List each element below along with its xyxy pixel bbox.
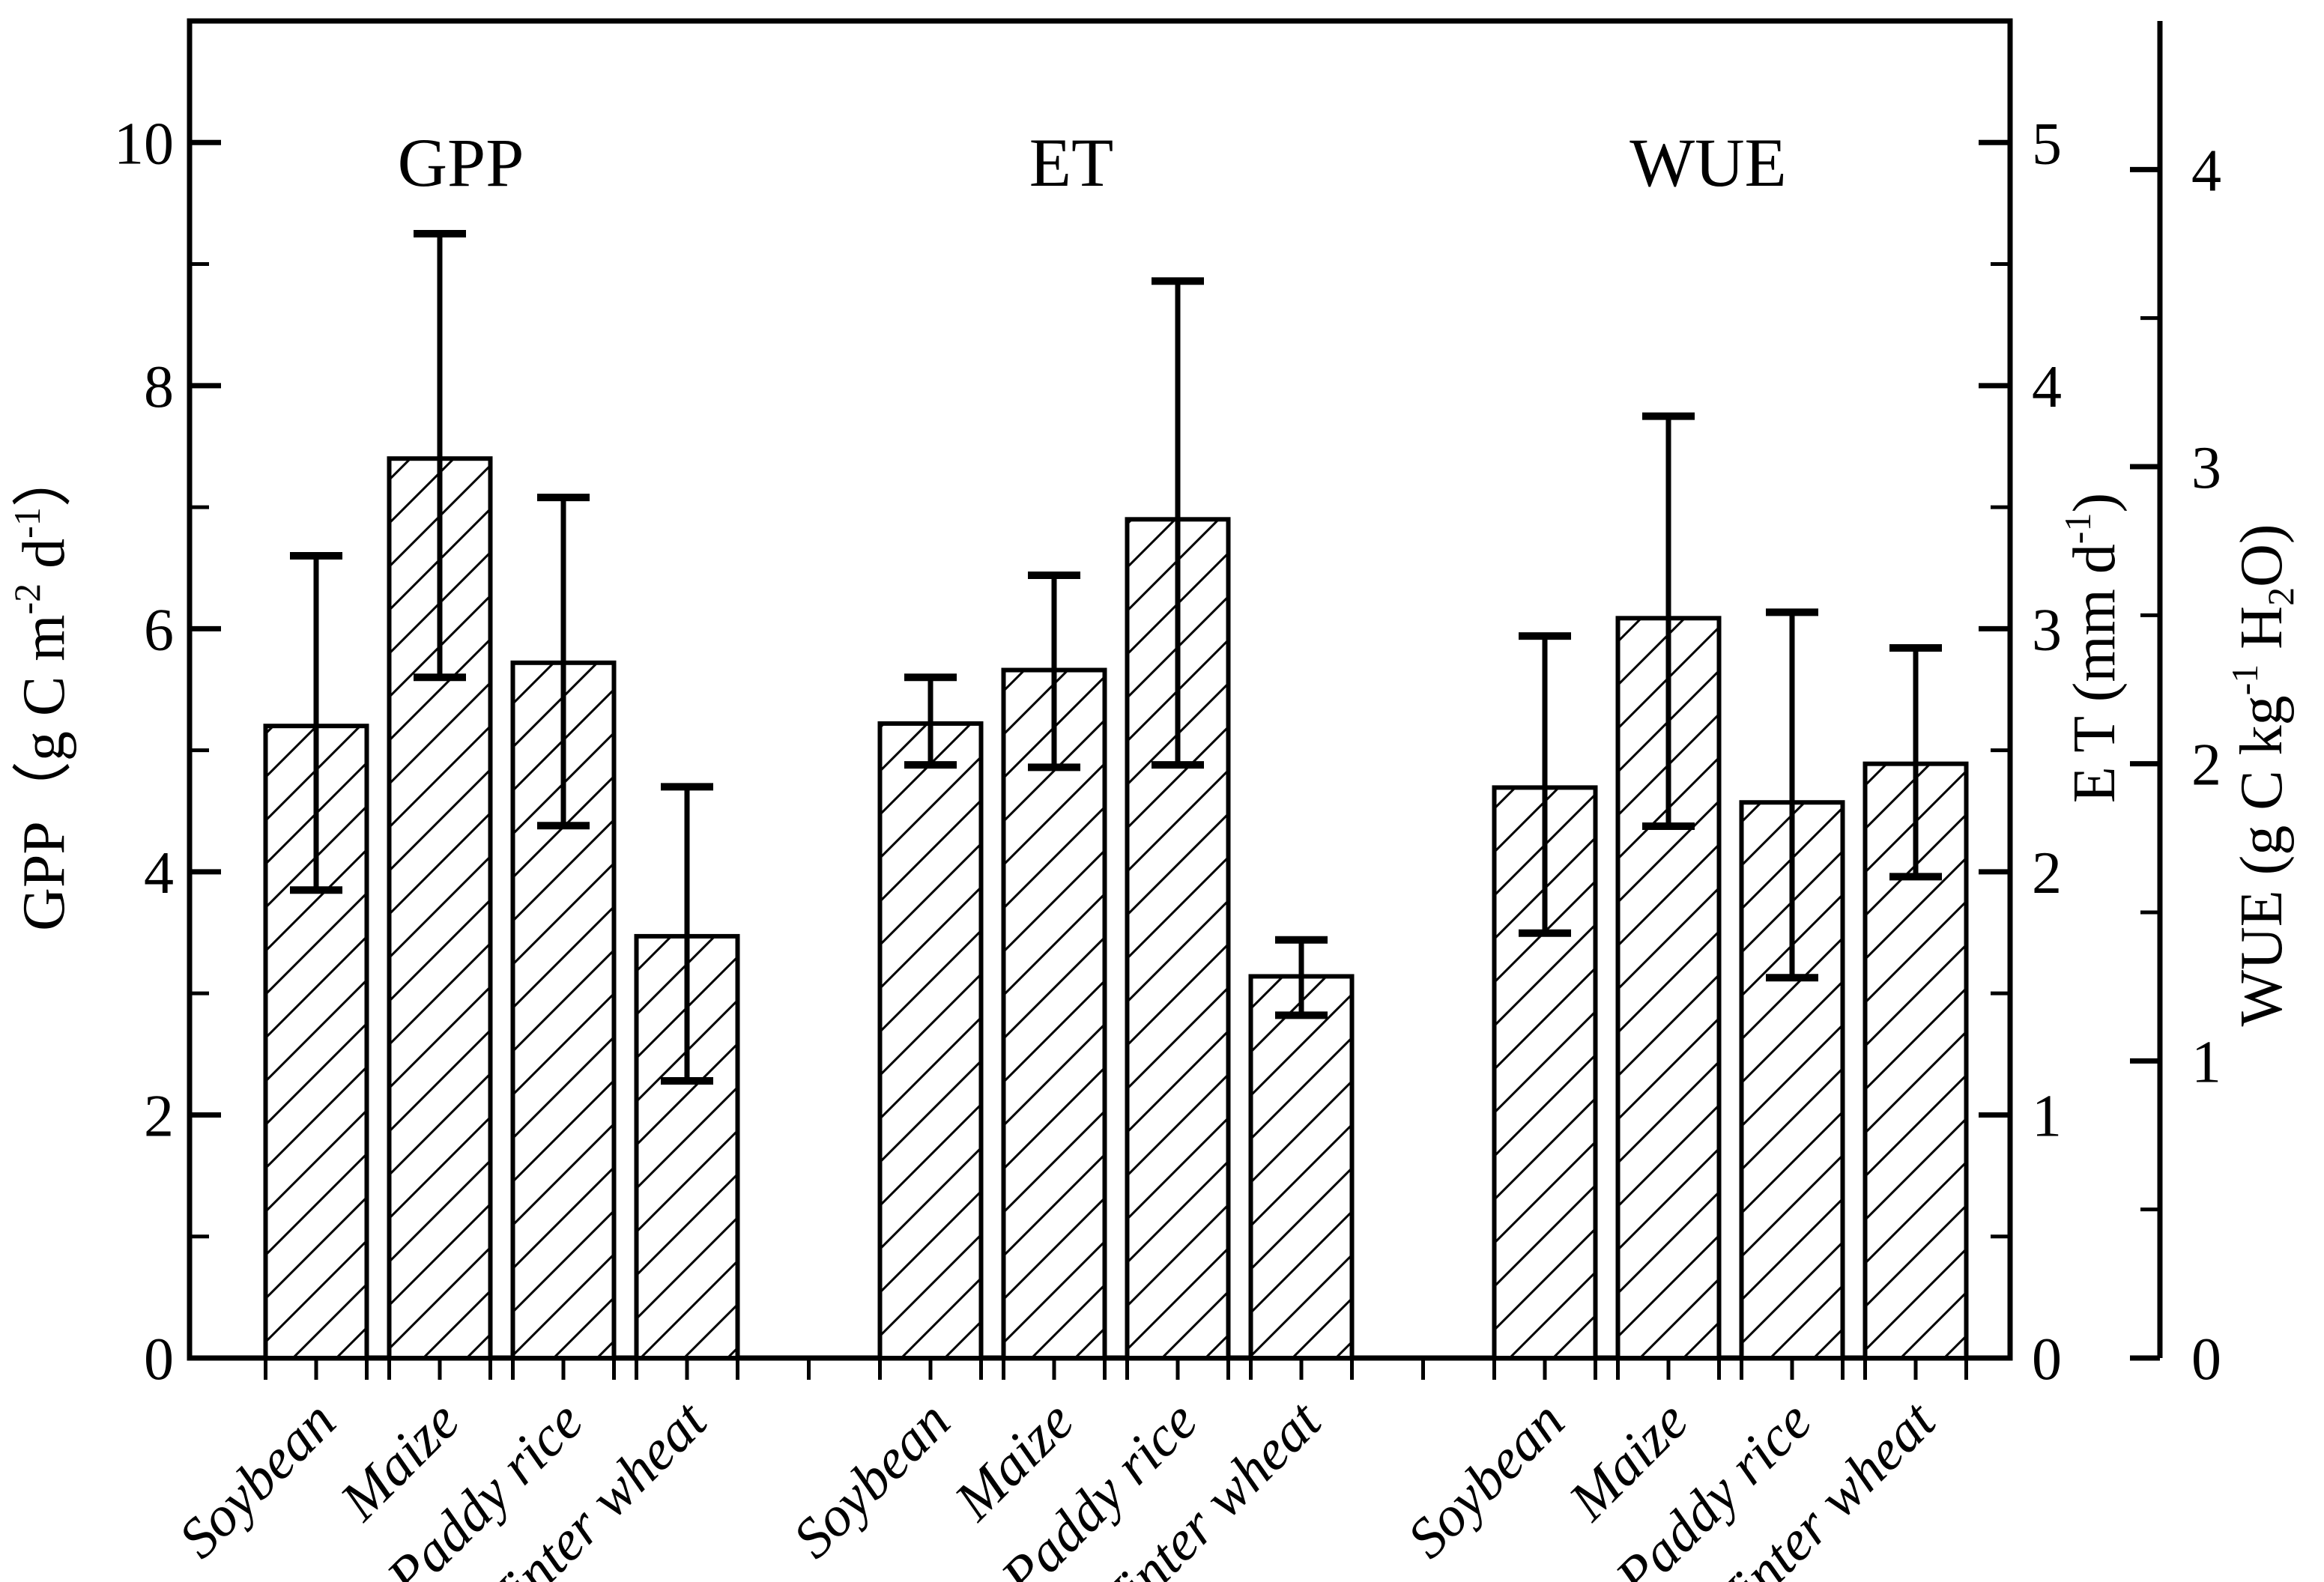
et-axis-title: E T (mm d-1) (2057, 493, 2128, 803)
group-header-wue: WUE (1629, 124, 1786, 201)
left-axis-tick-label: 8 (144, 354, 174, 420)
wue-axis-tick-label: 0 (2191, 1327, 2221, 1392)
left-axis-tick-label: 4 (144, 840, 174, 906)
wue-axis-tick-label: 3 (2191, 435, 2221, 501)
left-axis-tick-label: 6 (144, 597, 174, 663)
group-header-gpp: GPP (398, 124, 524, 201)
wue-axis-tick-label: 1 (2191, 1029, 2221, 1095)
bar-et-soybean (877, 721, 984, 1360)
et-axis-tick-label: 3 (2032, 597, 2062, 663)
et-axis-tick-label: 1 (2032, 1083, 2062, 1149)
wue-axis-tick-label: 2 (2191, 733, 2221, 798)
left-axis-tick-label: 0 (144, 1327, 174, 1392)
group-headers: GPP ET WUE (398, 124, 1787, 201)
et-axis-tick-label: 2 (2032, 840, 2062, 906)
left-axis-tick-label: 10 (114, 111, 174, 177)
x-category-label: Soybean (1396, 1389, 1576, 1570)
wue-axis-tick-label: 4 (2191, 138, 2221, 204)
x-category-label: Soybean (781, 1389, 962, 1570)
bar-et-maize (1001, 667, 1107, 1360)
et-axis-tick-label: 4 (2032, 354, 2062, 420)
et-axis-tick-label: 0 (2032, 1327, 2062, 1392)
wue-axis-title: WUE (g C kg-1 H2O) (2224, 524, 2302, 1026)
et-axis-tick-label: 5 (2032, 111, 2062, 177)
bar-et-winter-wheat (1248, 974, 1355, 1360)
left-axis-tick-label: 2 (144, 1083, 174, 1149)
group-header-et: ET (1029, 124, 1113, 201)
left-axis-title: GPP（g C m-2 d-1） (6, 447, 77, 931)
x-category-label: Soybean (167, 1389, 348, 1570)
